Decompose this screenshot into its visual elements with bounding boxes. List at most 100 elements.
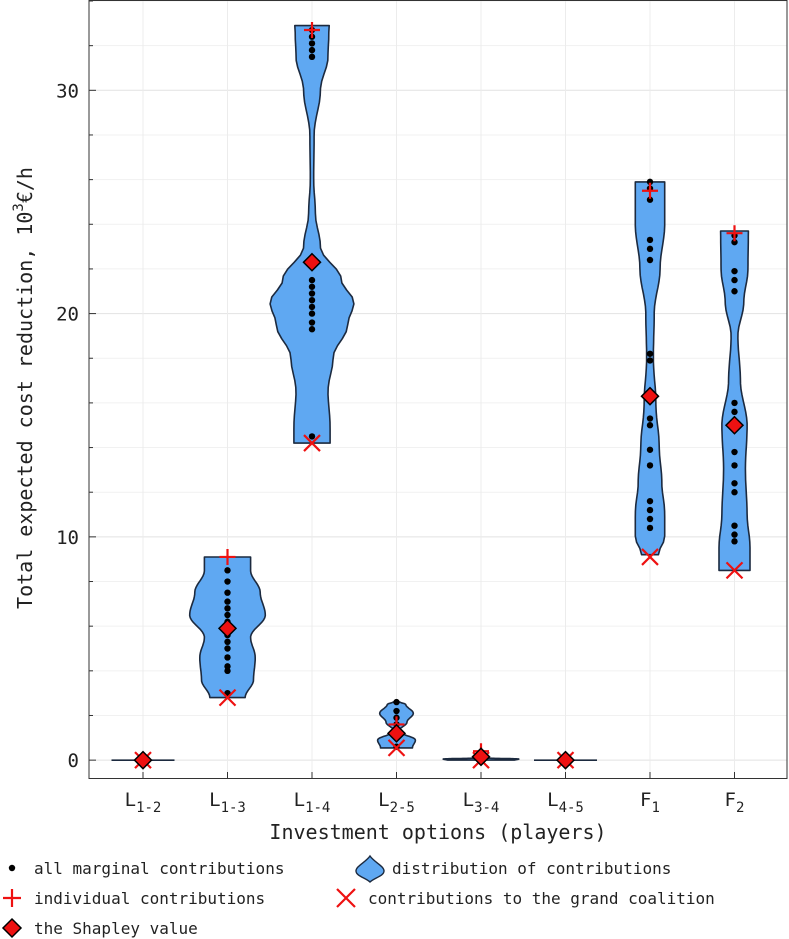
legend-plus-icon (3, 889, 21, 907)
shapley-marker (640, 386, 660, 406)
legend: all marginal contributions distribution o… (1, 854, 715, 939)
marginal-dot (308, 53, 316, 61)
x-tick-label: F1 (640, 789, 660, 816)
y-tick-label: 0 (68, 750, 79, 772)
legend-item-diamond: the Shapley value (1, 917, 198, 939)
x-tick-label-sub: 1 (652, 800, 660, 816)
x-tick-label-sub: 4-5 (559, 800, 584, 816)
marginal-dot (646, 350, 654, 357)
x-tick-label-base: L (294, 789, 305, 811)
shapley-markers (133, 252, 745, 770)
individual-contribution-marker (219, 548, 236, 565)
plot-frame (88, 0, 788, 779)
marginal-dot (393, 707, 400, 715)
marginal-dot (646, 245, 654, 253)
marginal-dot (224, 654, 231, 661)
y-axis: 0 10 20 30 (56, 0, 96, 772)
marginal-dot (308, 303, 316, 311)
marginal-dot (646, 515, 654, 523)
data-dots (139, 26, 738, 764)
violin-2 (269, 24, 355, 444)
marginal-dot (646, 497, 654, 505)
x-tick-label-base: L (209, 789, 220, 811)
shapley-marker (386, 723, 407, 743)
marginal-dot (646, 524, 654, 532)
marginal-dot (393, 698, 400, 706)
x-tick-label: L1-2 (125, 789, 162, 816)
legend-label: individual contributions (34, 889, 265, 908)
marginal-dot (646, 357, 654, 364)
marginal-dot (646, 462, 654, 469)
marginal-dot (731, 399, 738, 407)
x-tick-label-sub: 2 (736, 800, 744, 816)
x-tick-label: F2 (725, 789, 745, 816)
marginal-dot (308, 276, 316, 284)
marginal-dot (224, 578, 231, 585)
marginal-dot (646, 506, 654, 514)
x-tick-label-base: L (125, 789, 136, 811)
individual-contribution-marker (642, 182, 658, 199)
legend-dot-icon (8, 864, 16, 872)
x-tick-label-base: L (547, 789, 558, 811)
legend-item-violin: distribution of contributions (355, 854, 671, 883)
individual-contribution-marker (726, 225, 743, 242)
x-tick-label-sub: 3-4 (474, 800, 499, 816)
marginal-dot (731, 276, 738, 284)
x-tick-label-sub: 2-5 (390, 800, 415, 816)
marginal-dot (224, 663, 231, 670)
marginal-dot (646, 422, 654, 429)
x-tick-label-sub: 1-3 (221, 800, 246, 816)
x-tick-label-base: F (725, 789, 736, 811)
marginal-dot (646, 178, 654, 186)
marginal-dot (308, 310, 316, 317)
legend-diamond-icon (1, 917, 23, 939)
grand-coalition-marker (303, 434, 321, 452)
grand-coalition-marker (641, 548, 659, 566)
marginal-dot (308, 290, 316, 297)
shapley-marker (133, 750, 153, 770)
y-tick-label: 10 (56, 527, 79, 549)
marginal-dot (308, 319, 316, 326)
y-axis-title: Total expected cost reduction, 103€/h (11, 167, 37, 609)
marginal-dot (646, 236, 654, 244)
marginal-dot (224, 638, 231, 646)
marginal-dot (731, 238, 738, 246)
individual-contribution-marker (304, 22, 320, 39)
shapley-marker (217, 618, 238, 638)
marginal-dot (731, 538, 738, 545)
marginal-dot (646, 196, 654, 203)
x-axis-title: Investment options (players) (269, 820, 606, 844)
marginal-dot (308, 46, 316, 54)
legend-item-plus: individual contributions (3, 889, 265, 908)
marginal-dot (646, 415, 654, 422)
marginal-dot (646, 256, 654, 264)
marginal-dot (224, 589, 231, 596)
grand-coalition-marker (725, 561, 744, 580)
x-tick-label-base: L (463, 789, 474, 811)
x-tick-label-sub: 1-4 (305, 800, 330, 816)
marginal-dot (224, 598, 231, 605)
marginal-dot (646, 446, 654, 453)
shapley-marker (724, 415, 745, 435)
marginal-dot (224, 567, 231, 574)
marginal-dot (224, 645, 231, 652)
marginal-dot (224, 611, 231, 619)
y-axis-title-main: Total expected cost reduction, 10 (13, 212, 37, 609)
shapley-marker (302, 252, 322, 272)
marginal-dot (731, 448, 738, 456)
marginal-dot (308, 296, 316, 304)
legend-label: all marginal contributions (34, 859, 284, 878)
marginal-dot (224, 605, 231, 612)
grand-coalition-marker (387, 739, 406, 757)
shapley-marker (471, 747, 491, 767)
marginal-dot (308, 326, 316, 333)
shapley-marker (555, 750, 576, 770)
marginal-dot (308, 433, 316, 440)
grid-lines (89, 0, 787, 778)
marginal-dot (308, 283, 316, 290)
x-tick-label: L1-3 (209, 789, 246, 816)
legend-label: contributions to the grand coalition (368, 889, 715, 908)
x-tick-label: L3-4 (463, 789, 500, 816)
marginal-dot (224, 667, 231, 675)
